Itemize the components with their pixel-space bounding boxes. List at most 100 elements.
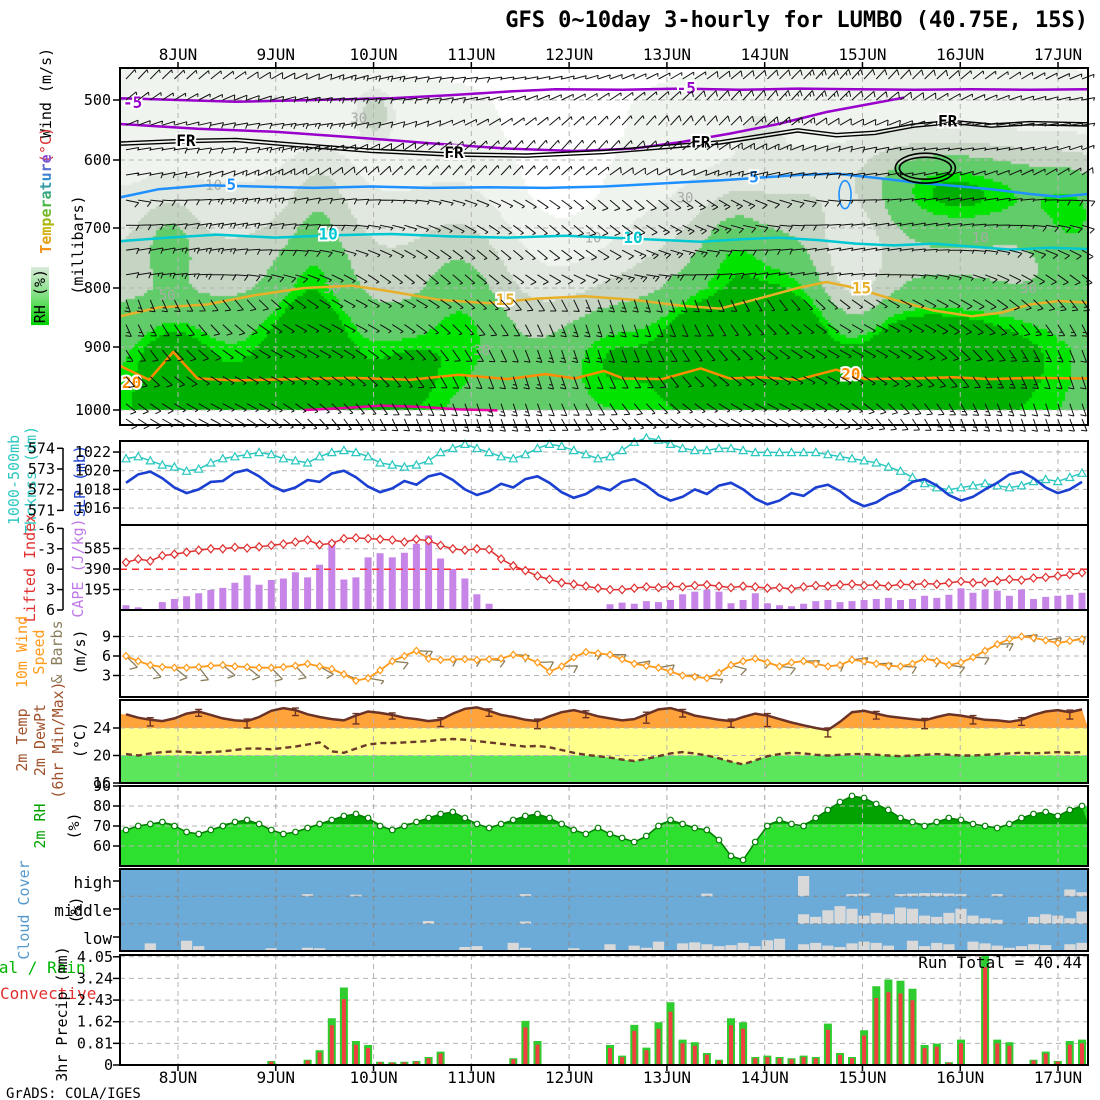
svg-text:15: 15 [496,290,515,309]
svg-text:FR: FR [176,131,196,150]
temp-line [125,706,1083,732]
frames-and-ticks: 5006007008009001000102210201018101657457… [28,45,1089,1087]
wind10m-barbs [125,634,1087,685]
svg-text:12JUN: 12JUN [545,1068,593,1087]
svg-text:6: 6 [102,647,111,665]
slp-line [125,468,1083,508]
svg-text:9: 9 [102,628,111,646]
blue-teardrop [838,179,852,210]
svg-text:-5: -5 [123,93,142,112]
svg-text:3.24: 3.24 [77,969,113,987]
svg-text:12JUN: 12JUN [545,45,593,64]
svg-text:14JUN: 14JUN [741,45,789,64]
contour-temp-5 [119,172,1089,199]
svg-text:6: 6 [46,601,55,619]
rh-markers [122,792,1086,864]
thickness-line [125,437,1083,491]
svg-text:16JUN: 16JUN [936,1068,984,1087]
svg-text:2.43: 2.43 [77,991,113,1009]
svg-text:4.05: 4.05 [77,948,113,966]
svg-text:20: 20 [93,747,111,765]
svg-text:5: 5 [226,175,236,194]
svg-text:572: 572 [28,481,55,499]
svg-text:573: 573 [28,460,55,478]
svg-text:0: 0 [104,1056,113,1074]
rh2m-panel [120,786,1088,866]
thickness-markers [120,432,1088,494]
contour-freezing-level [119,119,1089,155]
li-markers [121,532,1087,595]
svg-text:30: 30 [1020,281,1037,297]
grads-credit: GrADS: COLA/IGES [6,1086,141,1100]
svg-text:15JUN: 15JUN [838,1068,886,1087]
svg-text:0.81: 0.81 [77,1034,113,1052]
slp-thickness-panel [120,432,1088,508]
fr-oval [894,152,957,184]
svg-text:-3: -3 [37,540,55,558]
svg-text:50: 50 [159,288,176,304]
svg-text:11JUN: 11JUN [447,45,495,64]
svg-text:900: 900 [84,338,111,356]
svg-text:1022: 1022 [75,443,111,461]
svg-text:1016: 1016 [75,499,111,517]
svg-text:-6: -6 [37,519,55,537]
wind10m-speed-line [125,635,1083,682]
wind10m-markers [122,632,1086,686]
svg-text:571: 571 [28,501,55,519]
dewpoint-line [125,737,1083,766]
svg-text:90: 90 [93,777,111,795]
svg-text:0: 0 [46,560,55,578]
chart-title: GFS 0~10day 3-hourly for LUMBO (40.75E, … [505,8,1088,33]
precip-panel: Run Total = 40.44 [267,953,1086,1065]
svg-text:10: 10 [585,231,602,247]
svg-text:800: 800 [84,279,111,297]
svg-text:30: 30 [473,343,490,359]
svg-text:16: 16 [93,774,111,792]
svg-text:8JUN: 8JUN [159,45,198,64]
svg-text:1.62: 1.62 [77,1013,113,1031]
svg-text:14JUN: 14JUN [741,1068,789,1087]
svg-text:13JUN: 13JUN [643,45,691,64]
svg-text:195: 195 [84,580,111,598]
precip-convective-bars [269,967,1084,1065]
cloud-row-middle: middle [54,901,112,920]
svg-text:15: 15 [852,279,871,298]
svg-text:500: 500 [84,91,111,109]
cloud-bars-middle [422,906,1088,924]
svg-text:70: 70 [93,817,111,835]
svg-text:16JUN: 16JUN [936,45,984,64]
svg-text:30: 30 [323,281,340,297]
cloud-row-low: low [83,929,112,948]
contour-temp-10 [119,232,1089,251]
svg-text:80: 80 [93,797,111,815]
svg-text:10JUN: 10JUN [349,1068,397,1087]
svg-text:3: 3 [102,667,111,685]
svg-text:585: 585 [84,539,111,557]
svg-text:574: 574 [28,439,55,457]
svg-text:11JUN: 11JUN [447,1068,495,1087]
svg-text:30: 30 [677,190,694,206]
svg-text:13JUN: 13JUN [643,1068,691,1087]
svg-text:15JUN: 15JUN [838,45,886,64]
run-total: Run Total = 40.44 [918,953,1082,972]
svg-text:10: 10 [318,225,337,244]
contour-temp-neg5-upper [119,87,1089,104]
svg-text:10: 10 [972,231,989,247]
legend-convective: Convective [0,984,97,1003]
contour-temp-25 [303,404,498,412]
temp2m-panel [120,700,1088,783]
svg-text:390: 390 [84,560,111,578]
svg-text:9JUN: 9JUN [257,45,296,64]
precip-total-bars [267,956,1086,1065]
svg-text:1020: 1020 [75,462,111,480]
svg-text:3: 3 [46,581,55,599]
wind10m-panel [122,632,1087,686]
svg-text:1000: 1000 [75,401,111,419]
svg-text:24: 24 [93,719,111,737]
svg-text:600: 600 [84,151,111,169]
svg-text:10JUN: 10JUN [349,45,397,64]
svg-text:9JUN: 9JUN [257,1068,296,1087]
svg-text:17JUN: 17JUN [1034,1068,1082,1087]
